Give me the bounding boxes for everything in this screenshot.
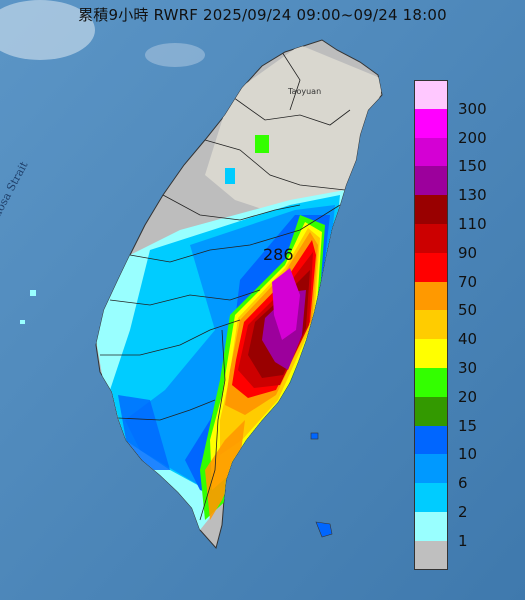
legend-swatch (414, 339, 448, 368)
legend-swatch (414, 425, 448, 455)
pescadores-spot (20, 320, 25, 324)
legend-swatch (414, 252, 448, 282)
legend-label: 50 (458, 301, 478, 320)
rain-spot (225, 168, 235, 184)
legend-label: 70 (458, 272, 478, 291)
legend-swatch (414, 281, 448, 311)
legend-label: 6 (458, 474, 468, 493)
legend-label: 15 (458, 416, 478, 435)
legend-label: 2 (458, 503, 468, 521)
city-label: Taoyuan (288, 87, 322, 96)
rainfall-layers (96, 45, 382, 530)
rain-spot (255, 135, 269, 153)
rain-150mm (272, 268, 300, 340)
peak-value-label: 286 (263, 245, 294, 264)
legend-label: 10 (458, 445, 478, 464)
north-terrain (205, 45, 382, 215)
legend-label: 110 (458, 215, 487, 233)
green-island (310, 432, 319, 440)
legend-swatch (414, 108, 448, 138)
color-legend: 300 200 150 130 110 90 70 50 40 30 20 15 10 6 2 1 (414, 80, 508, 570)
map-title: 累積9小時 RWRF 2025/09/24 09:00~09/24 18:00 (78, 6, 447, 24)
legend-swatch (414, 368, 448, 397)
legend-label: 40 (458, 330, 478, 349)
pescadores-spot (30, 290, 36, 296)
legend-label: 200 (458, 128, 487, 147)
cloud-patch (145, 43, 205, 67)
legend-swatch (414, 454, 448, 484)
orchid-island (315, 521, 333, 538)
legend-swatch (414, 396, 448, 426)
legend-swatch (414, 483, 448, 512)
legend-swatch (414, 166, 448, 196)
cloud-patch (0, 0, 95, 60)
legend-label: 20 (458, 387, 478, 406)
legend-label: 1 (458, 531, 468, 550)
legend-swatch (414, 195, 448, 224)
legend-label: 30 (458, 359, 478, 377)
legend-swatch (414, 310, 448, 340)
legend-swatch (414, 137, 448, 167)
rain-band-south (205, 420, 245, 520)
rain-coast (118, 395, 170, 470)
legend-swatch (414, 540, 448, 570)
legend-label: 150 (458, 157, 487, 176)
legend-swatch (414, 224, 448, 253)
legend-swatch (414, 512, 448, 541)
county-boundaries (100, 51, 351, 521)
legend-label: 300 (458, 99, 487, 118)
legend-label: 130 (458, 186, 487, 205)
legend-label: 90 (458, 243, 478, 262)
legend-swatch (414, 80, 448, 109)
